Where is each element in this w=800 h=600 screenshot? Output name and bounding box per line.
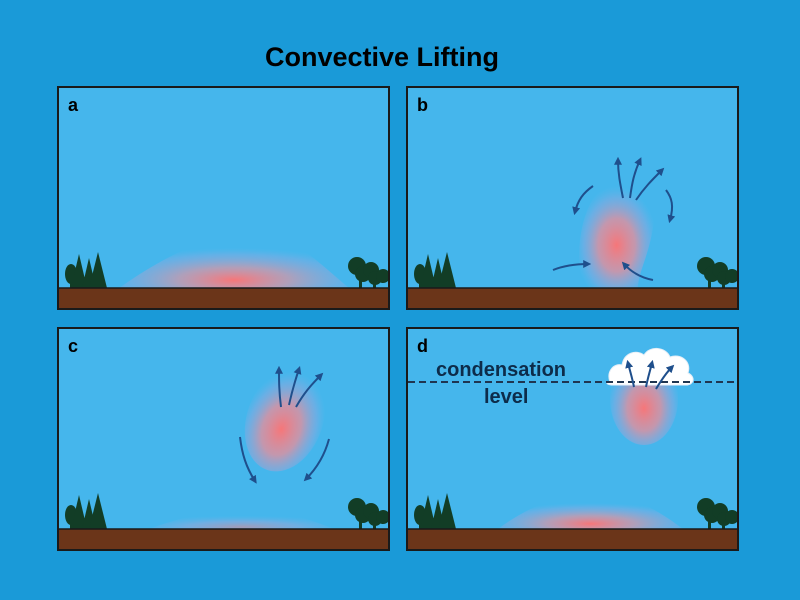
ground [59,288,388,308]
trees-left [414,493,456,529]
trees-right [697,257,737,288]
panel-label-c: c [68,336,79,356]
trees-right [348,257,388,288]
updraft-arrows [239,365,330,484]
updraft-arrows [552,156,676,281]
updraft-arrows [625,359,675,390]
trees-right [348,498,388,529]
trees-left [65,493,107,529]
condensation-label: condensation [436,359,567,381]
panel-label-d: d [417,336,428,356]
panel-c-scene [59,365,388,549]
trees-right [697,498,737,529]
panel-d: d condensation level [406,327,739,551]
trees-left [65,252,107,288]
warm-air-mound [119,234,349,288]
residual-warm-air [149,509,334,529]
trees-left [414,252,456,288]
diagram-title: Convective Lifting [264,42,500,72]
panel-b: b [406,86,739,310]
ground [408,529,737,549]
panel-label-a: a [68,95,79,115]
level-label: level [484,386,529,408]
warm-air-mound [498,494,683,529]
rising-warm-air-column [579,180,654,288]
panel-a-scene [59,234,388,308]
ground [59,529,388,549]
panel-c: c [57,327,390,551]
panel-label-b: b [417,95,428,115]
panel-b-scene [408,156,737,308]
panel-a: a [57,86,390,310]
ground [408,288,737,308]
panel-d-scene [408,348,737,549]
